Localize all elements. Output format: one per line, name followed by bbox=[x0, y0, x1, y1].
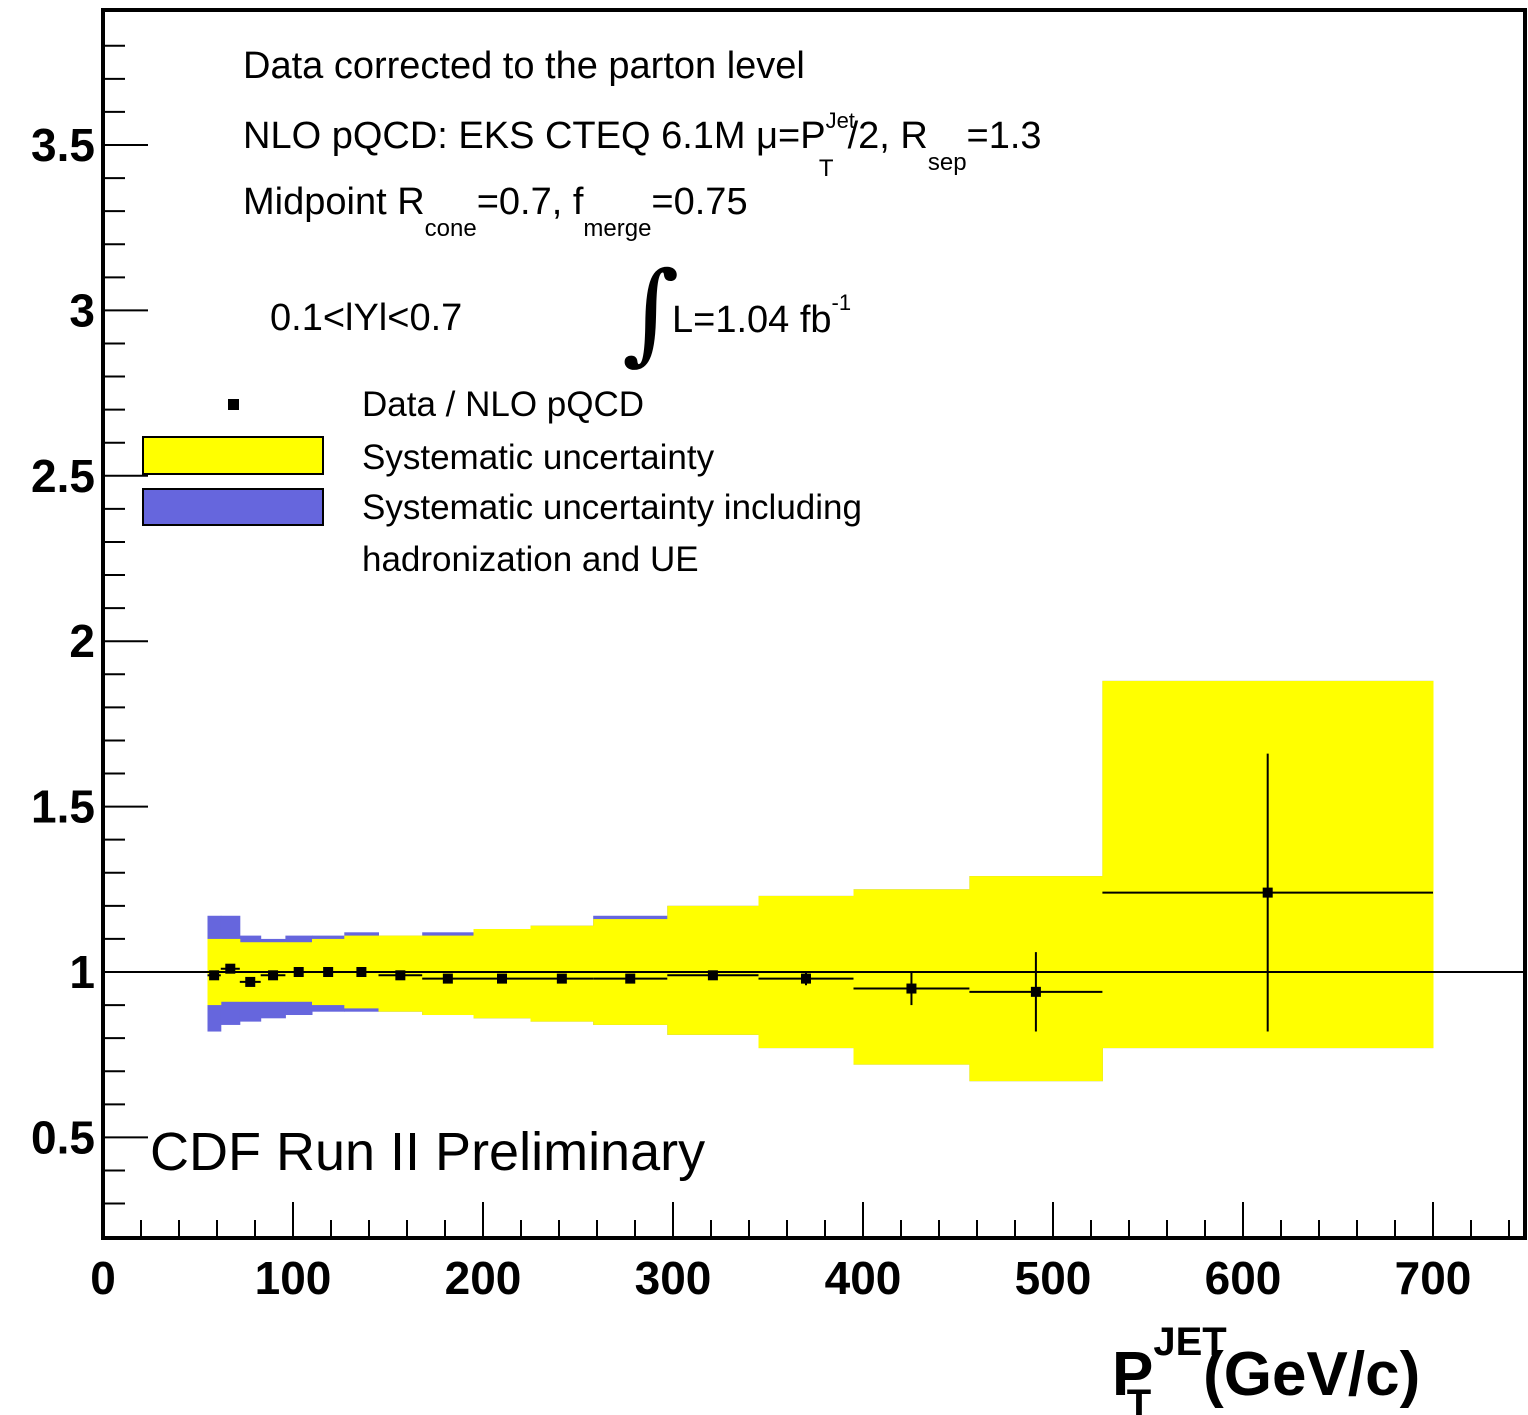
x-tick-label-700: 700 bbox=[1395, 1252, 1472, 1304]
x-tick-label-0: 0 bbox=[90, 1252, 116, 1304]
data-point-11-marker bbox=[625, 973, 636, 984]
data-point-9 bbox=[473, 973, 531, 984]
x-tick-label-500: 500 bbox=[1015, 1252, 1092, 1304]
cdf-preliminary-label: CDF Run II Preliminary bbox=[150, 1122, 705, 1182]
annotation-rapidity: 0.1<lYl<0.7 bbox=[270, 297, 462, 339]
data-point-0-marker bbox=[209, 970, 220, 981]
x-axis-title: PJET T (GeV/c) bbox=[1112, 1320, 1420, 1415]
data-point-11 bbox=[593, 973, 668, 984]
data-point-5 bbox=[312, 967, 345, 977]
data-point-9-marker bbox=[497, 973, 507, 984]
plot-frame bbox=[101, 8, 1527, 1240]
y-tick-label-1.5: 1.5 bbox=[31, 781, 95, 833]
legend-marker-data bbox=[228, 399, 239, 410]
integral-sign: ∫ bbox=[622, 248, 679, 376]
y-tick-label-3: 3 bbox=[69, 284, 95, 336]
legend-label-data: Data / NLO pQCD bbox=[362, 385, 644, 424]
data-point-10-marker bbox=[556, 973, 567, 984]
data-point-8-marker bbox=[442, 973, 453, 984]
data-point-4-marker bbox=[293, 967, 304, 977]
data-point-1-marker bbox=[225, 963, 236, 974]
legend-swatch-systematic bbox=[142, 436, 324, 475]
data-point-4 bbox=[285, 967, 312, 977]
data-point-2-marker bbox=[245, 976, 256, 987]
x-axis-ticks: 0 100 200 300 400 500 600 700 bbox=[90, 1202, 1510, 1304]
annotation-parton-level: Data corrected to the parton level bbox=[243, 45, 805, 87]
legend-swatch-hadronization bbox=[142, 488, 324, 526]
data-point-6-marker bbox=[356, 967, 367, 977]
data-point-12 bbox=[667, 970, 759, 981]
data-point-16 bbox=[1102, 753, 1433, 1032]
x-tick-label-600: 600 bbox=[1205, 1252, 1282, 1304]
y-tick-label-1: 1 bbox=[69, 946, 95, 998]
legend-label-systematic: Systematic uncertainty bbox=[362, 438, 715, 477]
y-tick-label-3.5: 3.5 bbox=[31, 119, 95, 171]
data-point-13-marker bbox=[801, 973, 811, 984]
annotation-nlo-pqcd: NLO pQCD: EKS CTEQ 6.1M μ=PJet T/2, Rsep=… bbox=[243, 108, 1042, 182]
data-point-5-marker bbox=[323, 967, 334, 977]
data-point-2 bbox=[239, 976, 261, 987]
data-point-10 bbox=[530, 973, 594, 984]
data-point-12-marker bbox=[707, 970, 718, 981]
data-point-3-marker bbox=[268, 970, 279, 981]
legend-label-hadronization-line1: Systematic uncertainty including bbox=[362, 488, 862, 527]
data-point-15-marker bbox=[1030, 986, 1041, 997]
data-point-3 bbox=[260, 970, 286, 981]
y-tick-label-2: 2 bbox=[69, 615, 95, 667]
annotation-midpoint: Midpoint Rcone=0.7, fmerge=0.75 bbox=[243, 181, 748, 242]
data-point-6 bbox=[344, 967, 379, 977]
data-point-15 bbox=[969, 952, 1103, 1032]
data-point-0 bbox=[207, 970, 221, 981]
y-axis-ticks: 0.5 1 1.5 2 2.5 3 3.5 bbox=[31, 44, 148, 1205]
x-tick-label-100: 100 bbox=[255, 1252, 332, 1304]
data-point-14 bbox=[853, 972, 970, 1006]
data-point-14-marker bbox=[906, 983, 917, 994]
y-tick-label-2.5: 2.5 bbox=[31, 450, 95, 502]
systematic-uncertainty-bands bbox=[207, 680, 1434, 1082]
y-tick-label-0.5: 0.5 bbox=[31, 1111, 95, 1163]
data-point-1 bbox=[220, 963, 240, 974]
x-tick-label-300: 300 bbox=[635, 1252, 712, 1304]
data-point-7 bbox=[378, 970, 423, 981]
legend-label-hadronization-line2: hadronization and UE bbox=[362, 540, 699, 579]
data-points bbox=[207, 753, 1433, 1032]
x-tick-label-200: 200 bbox=[445, 1252, 522, 1304]
data-point-13 bbox=[758, 972, 854, 986]
data-point-16-marker bbox=[1262, 887, 1273, 898]
x-tick-label-400: 400 bbox=[825, 1252, 902, 1304]
data-point-8 bbox=[422, 973, 474, 984]
data-point-7-marker bbox=[395, 970, 406, 981]
annotation-luminosity: L=1.04 fb-1 bbox=[672, 290, 851, 341]
